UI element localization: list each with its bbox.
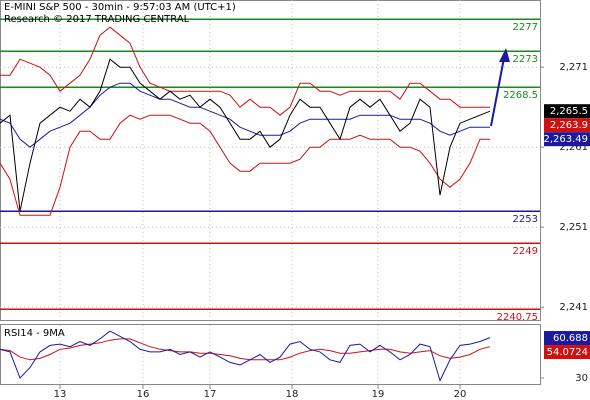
chart-subtitle: Research © 2017 TRADING CENTRAL — [4, 14, 190, 25]
rsi-title: RSI14 - 9MA — [4, 328, 65, 339]
series-line — [0, 26, 490, 116]
series-line — [0, 338, 491, 361]
last-value-box — [544, 118, 590, 133]
series-line — [0, 58, 491, 212]
x-tick-label: 16 — [137, 389, 150, 400]
y-tick-label: 2,261 — [559, 142, 588, 153]
series-line — [0, 114, 490, 216]
x-tick-label: 13 — [54, 389, 67, 400]
y-tick-label: 30 — [575, 373, 588, 384]
level-label: 2268.5 — [503, 90, 538, 101]
last-value-box — [544, 331, 590, 346]
level-label: 2273 — [513, 54, 538, 65]
series-line — [0, 330, 491, 382]
last-value-box — [544, 345, 590, 360]
x-tick-label: 20 — [454, 389, 467, 400]
y-tick-label: 2,271 — [559, 62, 588, 73]
last-value-label: 54.0724 — [547, 347, 588, 358]
forecast-arrow — [490, 57, 505, 127]
last-value-box — [544, 104, 590, 119]
level-label: 2253 — [513, 214, 538, 225]
chart-title: E-MINI S&P 500 - 30min - 9:57:03 AM (UTC… — [4, 2, 236, 13]
x-tick-label: 18 — [286, 389, 299, 400]
y-tick-label: 2,251 — [559, 222, 588, 233]
level-label: 2240.75 — [497, 312, 538, 323]
arrow-head — [499, 48, 510, 62]
last-value-label: 60.688 — [553, 333, 588, 344]
last-value-box — [544, 132, 590, 147]
level-label: 2249 — [513, 246, 538, 257]
price-panel — [0, 0, 541, 321]
last-value-label: 2,263.9 — [550, 120, 588, 131]
rsi-panel — [0, 324, 541, 385]
x-tick-label: 17 — [204, 389, 217, 400]
series-line — [0, 82, 490, 148]
level-label: 2277 — [513, 22, 538, 33]
last-value-label: 2,263.49 — [543, 134, 588, 145]
y-tick-label: 2,241 — [559, 302, 588, 313]
last-value-label: 2,265.5 — [550, 106, 588, 117]
x-tick-label: 19 — [372, 389, 385, 400]
